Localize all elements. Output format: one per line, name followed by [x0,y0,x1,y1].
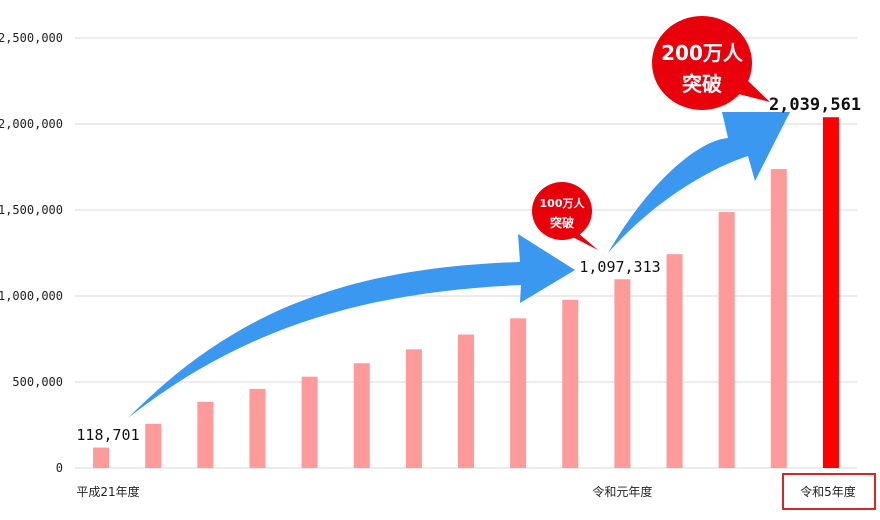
bar [822,117,839,469]
large-bubble-line1: 200万人 [661,41,744,65]
bar [562,299,579,468]
bar [510,318,527,468]
small-bubble-line2: 突破 [550,215,574,230]
bar [197,401,214,468]
large-bubble: 200万人 突破 [652,16,770,110]
bar [249,388,266,468]
y-tick-label: 1,000,000 [0,289,63,303]
x-tick-label: 令和5年度 [800,484,856,499]
y-tick-label: 2,000,000 [0,117,63,131]
growth-arrow-1 [128,234,575,418]
bar [666,254,683,468]
y-tick-label: 500,000 [12,375,63,389]
x-tick-label: 平成21年度 [76,484,139,499]
bar [770,169,787,468]
data-label: 1,097,313 [579,258,660,276]
highlight-box [782,473,876,510]
large-bubble-line2: 突破 [682,72,722,96]
bar [145,423,162,468]
bar [718,212,735,468]
data-label: 118,701 [76,426,139,444]
x-tick-label: 令和元年度 [592,484,652,499]
data-labels: 118,701 1,097,313 2,039,561 [76,95,861,444]
y-tick-label: 2,500,000 [0,31,63,45]
bar [458,334,474,468]
x-axis-labels: 平成21年度 令和元年度 令和5年度 [76,484,855,499]
y-axis: 0 500,000 1,000,000 1,500,000 2,000,000 2,500… [0,31,63,475]
data-label: 2,039,561 [769,95,861,115]
bars [93,117,839,469]
bar [353,363,370,468]
bar [405,349,422,468]
growth-arrow-2 [608,112,790,253]
small-bubble-line1: 100万人 [540,196,586,210]
y-tick-label: 1,500,000 [0,203,63,217]
small-bubble: 100万人 突破 [532,182,598,250]
growth-arrows [128,112,790,418]
y-tick-label: 0 [56,461,63,475]
bar [93,447,110,468]
bar [614,279,631,468]
bar [301,376,318,468]
